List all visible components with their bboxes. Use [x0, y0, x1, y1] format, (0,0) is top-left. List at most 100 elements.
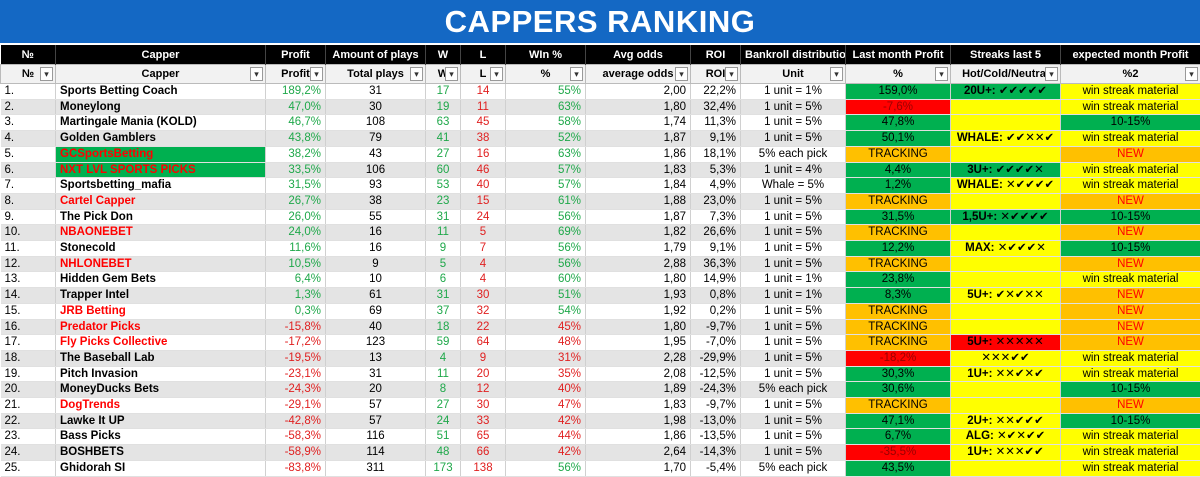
avg-odds: 1,84 [586, 178, 691, 194]
filter-dropdown[interactable]: Profit [266, 65, 326, 84]
roi: 9,1% [691, 241, 741, 257]
wins: 41 [426, 131, 461, 147]
wins: 27 [426, 398, 461, 414]
filter-dropdown[interactable]: Unit [741, 65, 846, 84]
filter-dropdown[interactable]: average odds [586, 65, 691, 84]
filter-dropdown[interactable]: Capper [56, 65, 266, 84]
unit: 1 unit = 5% [741, 429, 846, 445]
last-month-profit: TRACKING [846, 193, 951, 209]
avg-odds: 1,80 [586, 99, 691, 115]
profit: 26,0% [266, 209, 326, 225]
profit: -23,1% [266, 366, 326, 382]
profit: -24,3% [266, 382, 326, 398]
unit: 1 unit = 5% [741, 398, 846, 414]
win-pct: 45% [506, 319, 586, 335]
roi: -13,0% [691, 413, 741, 429]
total-plays: 31 [326, 84, 426, 100]
losses: 4 [461, 256, 506, 272]
losses: 12 [461, 382, 506, 398]
last-month-profit: TRACKING [846, 256, 951, 272]
profit: -42,8% [266, 413, 326, 429]
filter-dropdown[interactable]: % [506, 65, 586, 84]
profit: 189,2% [266, 84, 326, 100]
filter-dropdown[interactable]: Total plays [326, 65, 426, 84]
roi: 7,3% [691, 209, 741, 225]
expected-profit: 10-15% [1061, 209, 1200, 225]
rank: 9. [1, 209, 56, 225]
expected-profit: NEW [1061, 398, 1200, 414]
losses: 40 [461, 178, 506, 194]
filter-dropdown[interactable]: L [461, 65, 506, 84]
losses: 138 [461, 460, 506, 476]
last-month-profit: 47,8% [846, 115, 951, 131]
filter-dropdown[interactable]: ROI [691, 65, 741, 84]
capper: NHLONEBET [56, 256, 266, 272]
streak [951, 99, 1061, 115]
avg-odds: 1,79 [586, 241, 691, 257]
profit: -58,3% [266, 429, 326, 445]
win-pct: 52% [506, 131, 586, 147]
expected-profit: win streak material [1061, 429, 1200, 445]
capper: Martingale Mania (KOLD) [56, 115, 266, 131]
filter-dropdown[interactable]: % [846, 65, 951, 84]
streak: 2U+: ✕✕✔✔✔ [951, 413, 1061, 429]
streak: ALG: ✕✔✕✔✔ [951, 429, 1061, 445]
rank: 23. [1, 429, 56, 445]
wins: 11 [426, 366, 461, 382]
total-plays: 57 [326, 398, 426, 414]
expected-profit: win streak material [1061, 460, 1200, 476]
wins: 11 [426, 225, 461, 241]
roi: -9,7% [691, 398, 741, 414]
wins: 8 [426, 382, 461, 398]
profit: 38,2% [266, 146, 326, 162]
profit: 10,5% [266, 256, 326, 272]
total-plays: 16 [326, 241, 426, 257]
last-month-profit: TRACKING [846, 225, 951, 241]
filter-dropdown[interactable]: Hot/Cold/Neutral [951, 65, 1061, 84]
capper: Golden Gamblers [56, 131, 266, 147]
unit: 1 unit = 5% [741, 335, 846, 351]
avg-odds: 2,88 [586, 256, 691, 272]
expected-profit: NEW [1061, 146, 1200, 162]
roi: -14,3% [691, 445, 741, 461]
avg-odds: 2,64 [586, 445, 691, 461]
streak: WHALE: ✔✔✕✕✔ [951, 131, 1061, 147]
last-month-profit: 50,1% [846, 131, 951, 147]
last-month-profit: 8,3% [846, 288, 951, 304]
streak [951, 225, 1061, 241]
roi: -7,0% [691, 335, 741, 351]
win-pct: 63% [506, 146, 586, 162]
win-pct: 51% [506, 288, 586, 304]
capper: Bass Picks [56, 429, 266, 445]
wins: 173 [426, 460, 461, 476]
losses: 66 [461, 445, 506, 461]
column-header: № [1, 45, 56, 65]
last-month-profit: 30,6% [846, 382, 951, 398]
profit: 31,5% [266, 178, 326, 194]
filter-dropdown[interactable]: W [426, 65, 461, 84]
filter-dropdown[interactable]: %2 [1061, 65, 1200, 84]
unit: Whale = 5% [741, 178, 846, 194]
avg-odds: 1,98 [586, 413, 691, 429]
win-pct: 35% [506, 366, 586, 382]
win-pct: 56% [506, 241, 586, 257]
streak [951, 303, 1061, 319]
unit: 1 unit = 5% [741, 193, 846, 209]
wins: 37 [426, 303, 461, 319]
unit: 5% each pick [741, 460, 846, 476]
capper: JRB Betting [56, 303, 266, 319]
streak: 3U+: ✔✔✔✔✕ [951, 162, 1061, 178]
roi: -24,3% [691, 382, 741, 398]
avg-odds: 1,82 [586, 225, 691, 241]
rank: 12. [1, 256, 56, 272]
filter-dropdown[interactable]: № [1, 65, 56, 84]
total-plays: 10 [326, 272, 426, 288]
